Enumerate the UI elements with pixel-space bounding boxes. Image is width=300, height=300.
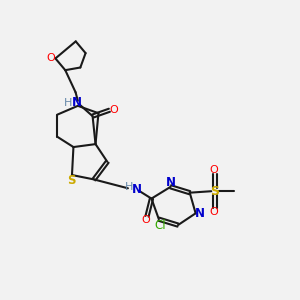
Text: N: N xyxy=(71,96,81,110)
Text: O: O xyxy=(109,105,118,115)
Text: Cl: Cl xyxy=(154,219,166,232)
Text: O: O xyxy=(209,165,218,175)
Text: S: S xyxy=(67,173,76,187)
Text: O: O xyxy=(142,215,150,225)
Text: O: O xyxy=(46,53,56,63)
Text: H: H xyxy=(64,98,73,108)
Text: N: N xyxy=(195,207,205,220)
Text: N: N xyxy=(166,176,176,189)
Text: O: O xyxy=(209,207,218,218)
Text: N: N xyxy=(132,183,142,196)
Text: H: H xyxy=(125,182,134,192)
Text: S: S xyxy=(210,185,219,198)
